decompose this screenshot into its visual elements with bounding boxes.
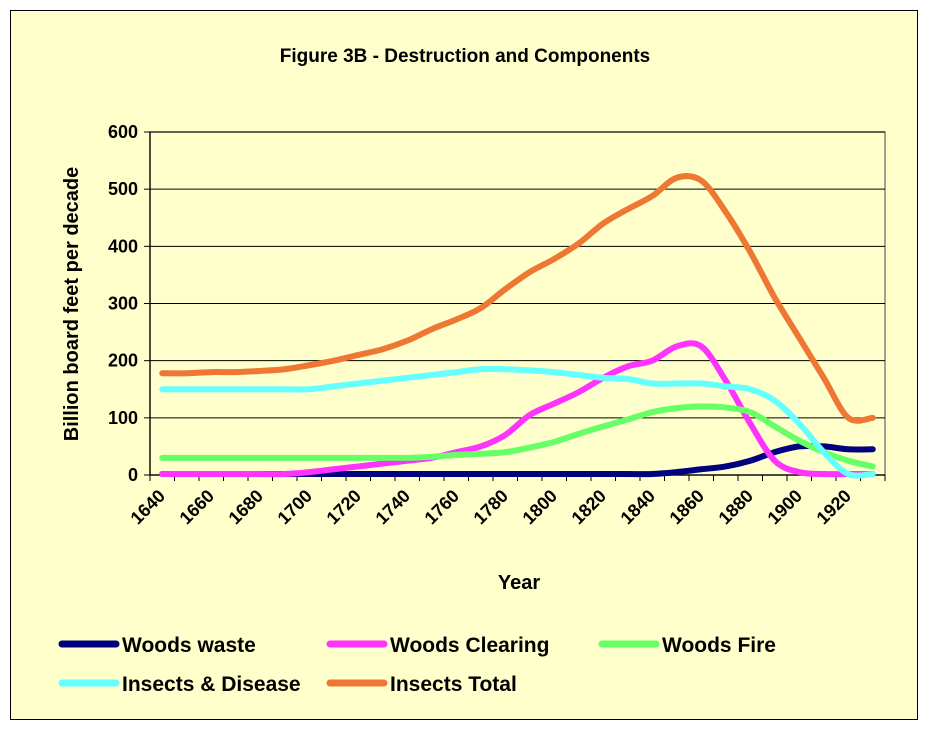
- legend-label-woods-clearing: Woods Clearing: [390, 634, 549, 657]
- y-tick-label: 200: [108, 351, 138, 371]
- y-tick-label: 400: [108, 236, 138, 256]
- legend-label-insects-disease: Insects & Disease: [122, 673, 301, 696]
- series-line-insects-disease: [159, 365, 876, 479]
- x-tick-label: 1920: [813, 486, 855, 528]
- series-line-woods-clearing: [159, 340, 876, 478]
- x-tick-label: 1720: [323, 486, 365, 528]
- x-tick-label: 1820: [568, 486, 610, 528]
- series-line-insects-total: [159, 173, 876, 424]
- x-tick-label: 1760: [421, 486, 463, 528]
- y-tick-label: 600: [108, 122, 138, 142]
- x-tick-label: 1640: [127, 486, 169, 528]
- y-tick-label: 100: [108, 408, 138, 428]
- x-tick-label: 1880: [715, 486, 757, 528]
- legend-label-woods-waste: Woods waste: [122, 634, 256, 657]
- y-tick-label: 300: [108, 294, 138, 314]
- x-tick-label: 1680: [225, 486, 267, 528]
- gridlines: [144, 131, 885, 476]
- x-tick-label: 1740: [372, 486, 414, 528]
- series-line-woods-fire: [159, 403, 876, 470]
- x-tick-label: 1780: [470, 486, 512, 528]
- x-tick-label: 1840: [617, 486, 659, 528]
- x-tick-label: 1700: [274, 486, 316, 528]
- x-tick-label: 1900: [764, 486, 806, 528]
- legend: Woods waste Woods Clearing Woods Fire Insec…: [58, 634, 776, 696]
- x-tick-label: 1860: [666, 486, 708, 528]
- y-tick-label: 0: [128, 465, 138, 485]
- chart-title: Figure 3B - Destruction and Components: [280, 46, 651, 67]
- legend-label-woods-fire: Woods Fire: [662, 634, 776, 657]
- legend-label-insects-total: Insects Total: [390, 673, 517, 696]
- x-axis-title: Year: [498, 572, 540, 594]
- y-tick-label: 500: [108, 179, 138, 199]
- x-tick-label: 1660: [176, 486, 218, 528]
- x-tick-label: 1800: [519, 486, 561, 528]
- x-tick-labels: 1640 1660 1680 1700 1720 1740 1760 1780 1800 1820…: [127, 486, 855, 528]
- series-lines: [159, 173, 876, 479]
- y-tick-labels: 0 100 200 300 400 500 600: [108, 122, 138, 485]
- y-axis-title: Billion board feet per decade: [61, 167, 83, 442]
